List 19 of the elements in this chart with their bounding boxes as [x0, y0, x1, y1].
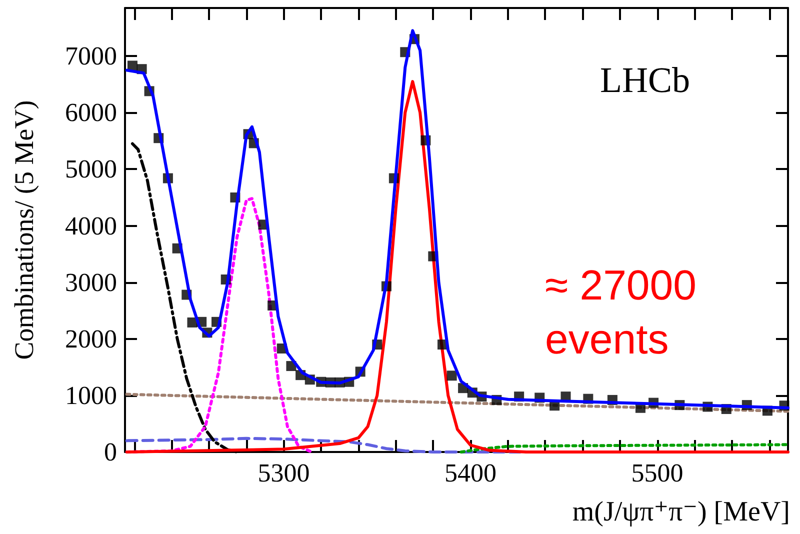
- y-tick-label: 3000: [65, 268, 117, 297]
- annotation: ≈ 27000 events: [545, 262, 708, 362]
- y-tick-label: 1000: [65, 380, 117, 410]
- y-tick-label: 2000: [65, 324, 117, 354]
- x-tick-label: 5300: [258, 458, 310, 488]
- point: [446, 370, 457, 381]
- y-tick-label: 0: [104, 438, 117, 466]
- x-tick-label: 5500: [631, 458, 684, 488]
- x-axis-title: m(J/ψπ⁺π⁻) [MeV]: [572, 496, 790, 528]
- y-tick-label: 4000: [65, 211, 117, 240]
- y-axis-title: Combinations/ (5 MeV): [9, 100, 39, 360]
- y-tick-label: 6000: [65, 98, 117, 128]
- line-series: [125, 29, 790, 410]
- line-series: [460, 443, 790, 454]
- x-tick-label: 5400: [444, 458, 497, 488]
- y-tick-label: 7000: [65, 42, 117, 71]
- annotation: LHCb: [600, 60, 690, 100]
- y-tick-label: 5000: [65, 154, 117, 184]
- point: [187, 317, 198, 328]
